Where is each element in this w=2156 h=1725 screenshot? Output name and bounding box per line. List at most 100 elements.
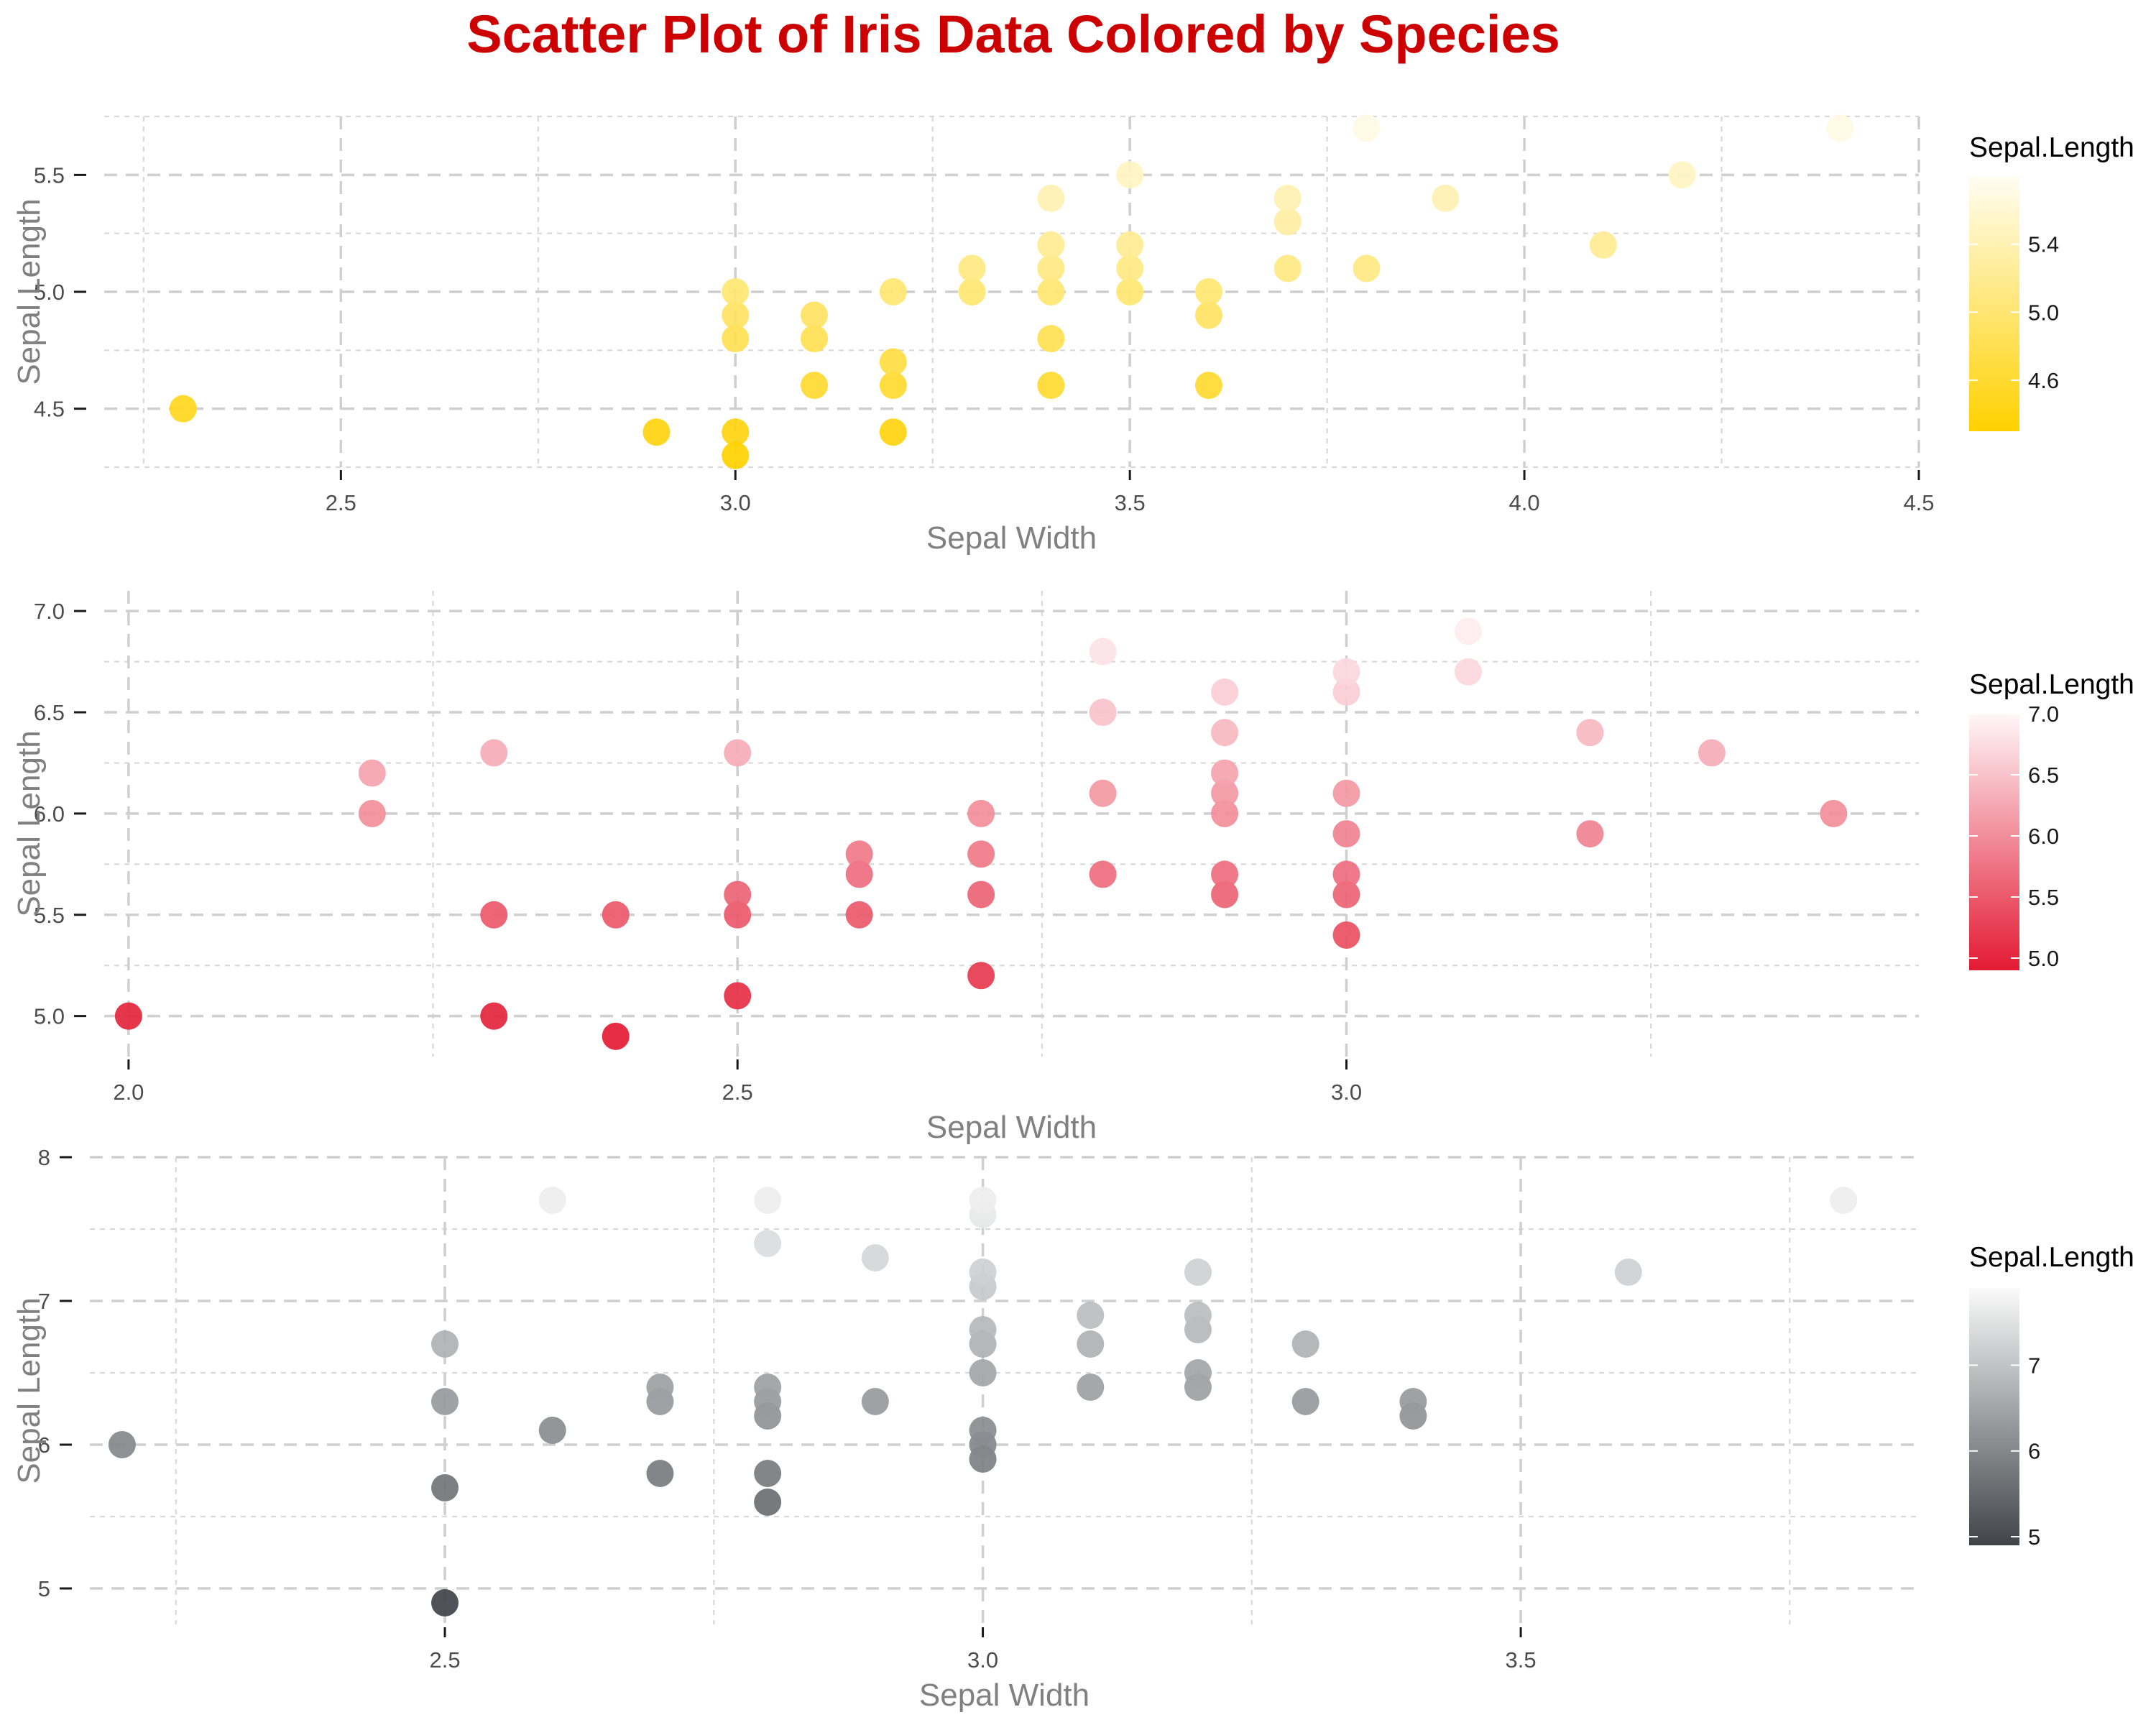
gridlines (104, 115, 1920, 469)
x-tick-label: 2.5 (722, 1080, 753, 1105)
data-point (538, 1187, 566, 1214)
panel-1: 2.5 3.0 3.5 4.0 4.5 4.5 5.0 5.5 Sepal Width Sepal… (11, 114, 2134, 556)
data-point (1291, 1330, 1319, 1358)
data-point (1037, 372, 1065, 400)
data-point (958, 278, 986, 305)
data-point (642, 418, 671, 446)
data-point (1291, 1388, 1319, 1415)
data-point (754, 1489, 782, 1516)
data-point (1089, 638, 1117, 666)
legend-label: 7 (2028, 1353, 2040, 1378)
data-point (1089, 699, 1117, 727)
data-point (1211, 759, 1239, 787)
data-point (1332, 860, 1360, 888)
data-point (1077, 1374, 1105, 1401)
data-point (1116, 254, 1144, 282)
data-point (879, 418, 907, 446)
data-points (108, 1187, 1858, 1616)
legend-label: 5 (2028, 1524, 2040, 1550)
data-point (722, 301, 750, 329)
x-tick-label: 4.0 (1509, 490, 1540, 515)
data-point (1194, 278, 1222, 305)
data-point (1332, 880, 1360, 908)
data-point (967, 799, 995, 827)
data-point (1211, 880, 1239, 908)
x-tick-label: 2.5 (429, 1647, 460, 1673)
data-point (958, 254, 986, 282)
x-tick-label: 3.0 (967, 1647, 998, 1673)
y-tick-label: 5.0 (34, 1004, 65, 1029)
data-point (1116, 231, 1144, 259)
legend-title: Sepal.Length (1969, 1242, 2134, 1273)
data-point (1454, 658, 1482, 686)
data-point (967, 840, 995, 868)
data-point (1820, 799, 1848, 827)
data-point (724, 880, 752, 908)
y-tick-label: 7.0 (34, 599, 65, 624)
data-point (1576, 719, 1604, 747)
data-point (1037, 231, 1065, 259)
y-tick-label: 6.0 (34, 801, 65, 827)
data-point (1332, 779, 1360, 807)
data-point (722, 441, 750, 469)
legend-label: 4.6 (2028, 368, 2059, 393)
data-point (967, 880, 995, 908)
legend-label: 5.0 (2028, 946, 2059, 971)
color-legend: Sepal.Length 4.6 5.0 5.4 (1969, 132, 2134, 431)
data-point (1273, 208, 1302, 236)
data-point (879, 372, 907, 400)
data-point (1697, 739, 1726, 767)
data-point (1116, 278, 1144, 305)
legend-label: 7.0 (2028, 702, 2059, 727)
data-point (1432, 184, 1460, 212)
data-point (967, 962, 995, 990)
y-tick-label: 8 (38, 1145, 50, 1170)
data-point (1332, 820, 1360, 848)
data-point (1830, 1187, 1858, 1214)
data-point (480, 739, 508, 767)
data-point (431, 1388, 459, 1415)
data-points (169, 114, 1854, 469)
y-tick-label: 5.5 (34, 162, 65, 188)
x-axis-title: Sepal Width (926, 1110, 1097, 1145)
data-point (969, 1359, 997, 1386)
data-point (754, 1460, 782, 1487)
data-point (1037, 184, 1065, 212)
data-point (1353, 114, 1381, 142)
data-point (1184, 1259, 1212, 1286)
legend-label: 5.5 (2028, 885, 2059, 910)
data-point (1668, 161, 1696, 189)
data-point (1614, 1259, 1642, 1286)
x-tick-label: 2.5 (326, 490, 356, 515)
x-tick-label: 2.0 (113, 1080, 144, 1105)
data-point (1353, 254, 1381, 282)
data-point (1184, 1302, 1212, 1329)
data-point (1211, 860, 1239, 888)
data-point (602, 1022, 630, 1050)
data-point (1211, 799, 1239, 827)
gridlines (90, 1156, 1919, 1624)
legend-label: 6.5 (2028, 763, 2059, 788)
data-point (845, 901, 873, 929)
data-point (114, 1002, 142, 1030)
data-point (1184, 1359, 1212, 1386)
legend-label: 5.0 (2028, 300, 2059, 325)
data-point (431, 1589, 459, 1616)
legend-colorbar (1969, 176, 2019, 431)
legend-label: 6.0 (2028, 824, 2059, 849)
data-point (969, 1316, 997, 1343)
data-point (969, 1187, 997, 1214)
data-point (1194, 301, 1222, 329)
y-tick-label: 6.5 (34, 700, 65, 725)
x-tick-label: 3.5 (1506, 1647, 1537, 1673)
data-point (801, 325, 829, 353)
data-point (1037, 278, 1065, 305)
x-tick-label: 3.5 (1115, 490, 1146, 515)
data-point (431, 1474, 459, 1501)
data-point (358, 799, 386, 827)
y-tick-label: 6 (38, 1432, 50, 1458)
data-point (602, 901, 630, 929)
data-point (969, 1259, 997, 1286)
data-point (1273, 184, 1302, 212)
data-point (1211, 719, 1239, 747)
